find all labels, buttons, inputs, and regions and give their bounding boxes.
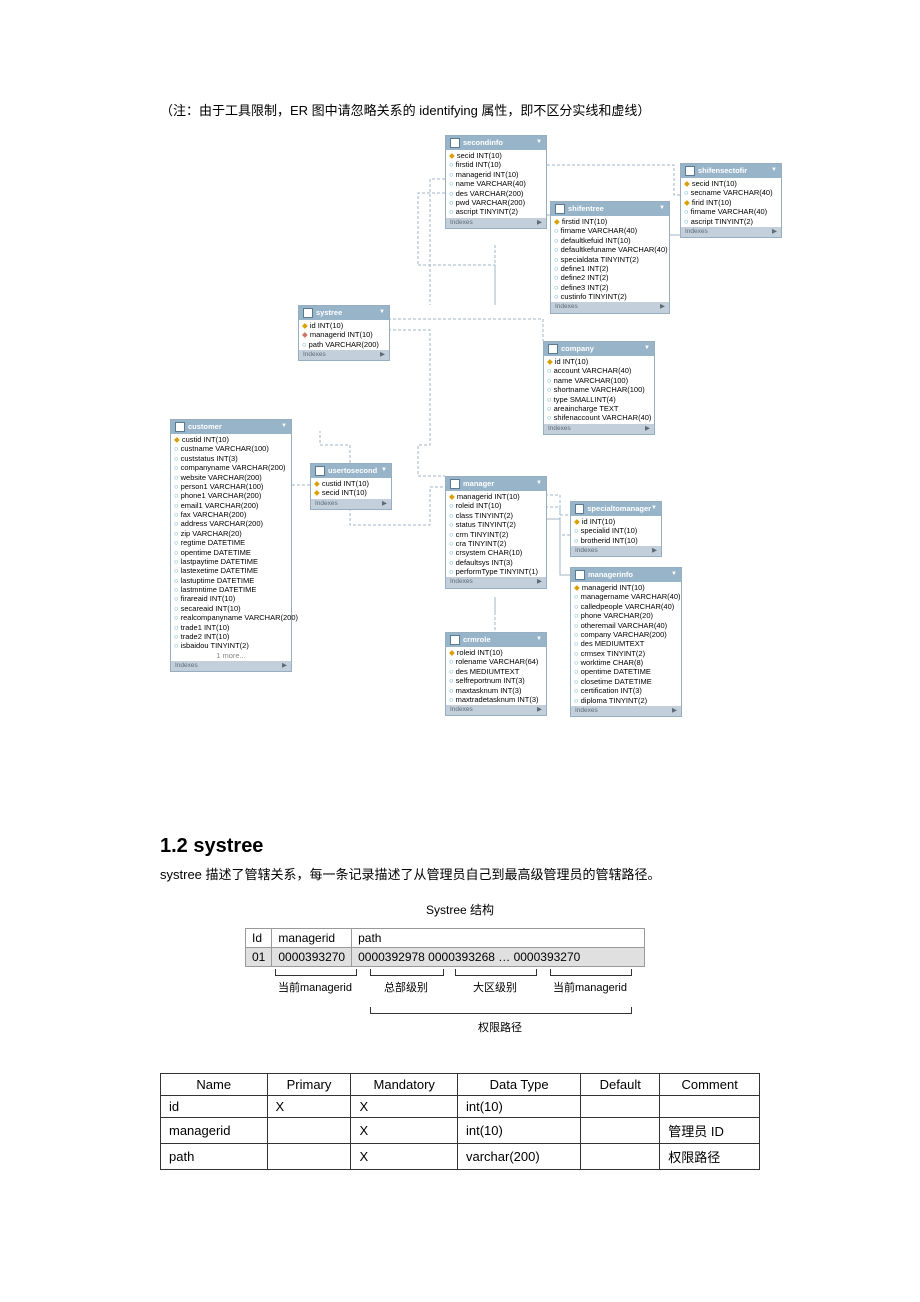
spec-col: Comment xyxy=(660,1074,760,1096)
entity-customer: customer▼◆ custid INT(10)○ custname VARC… xyxy=(170,419,292,672)
spec-cell xyxy=(267,1118,351,1144)
systree-struct: Id managerid path 01 0000393270 00003929… xyxy=(245,928,675,967)
entity-company: company▼◆ id INT(10)○ account VARCHAR(40… xyxy=(543,341,655,435)
col-managerid: managerid xyxy=(272,929,352,948)
spec-col: Primary xyxy=(267,1074,351,1096)
spec-cell: int(10) xyxy=(458,1096,581,1118)
spec-col: Data Type xyxy=(458,1074,581,1096)
spec-cell: 管理员 ID xyxy=(660,1118,760,1144)
entity-secondinfo: secondinfo▼◆ secid INT(10)○ firstid INT(… xyxy=(445,135,547,229)
spec-cell: varchar(200) xyxy=(458,1144,581,1170)
spec-cell: int(10) xyxy=(458,1118,581,1144)
spec-cell xyxy=(660,1096,760,1118)
entity-systree: systree▼◆ id INT(10)◆ managerid INT(10)○… xyxy=(298,305,390,361)
val-path: 0000392978 0000393268 … 0000393270 xyxy=(352,948,645,967)
annotations: 当前managerid 总部级别 大区级别 当前managerid 权限路径 xyxy=(245,967,675,1057)
entity-specialtomanager: specialtomanager▼◆ id INT(10)○ specialid… xyxy=(570,501,662,557)
section-heading: 1.2 systree xyxy=(160,835,760,858)
spec-cell xyxy=(267,1144,351,1170)
entity-usertosecond: usertosecond▼◆ custid INT(10)◆ secid INT… xyxy=(310,463,392,510)
field-spec-table: NamePrimaryMandatoryData TypeDefaultComm… xyxy=(160,1073,760,1170)
col-path: path xyxy=(352,929,645,948)
spec-cell xyxy=(581,1144,660,1170)
spec-col: Name xyxy=(161,1074,268,1096)
spec-col: Default xyxy=(581,1074,660,1096)
table-caption: Systree 结构 xyxy=(160,901,760,918)
er-diagram: secondinfo▼◆ secid INT(10)○ firstid INT(… xyxy=(170,135,750,805)
val-managerid: 0000393270 xyxy=(272,948,352,967)
val-id: 01 xyxy=(246,948,272,967)
entity-crmrole: crmrole▼◆ roleid INT(10)○ rolename VARCH… xyxy=(445,632,547,716)
spec-cell xyxy=(581,1096,660,1118)
spec-cell: X xyxy=(351,1096,458,1118)
spec-cell: X xyxy=(267,1096,351,1118)
entity-managerinfo: managerinfo▼◆ managerid INT(10)○ manager… xyxy=(570,567,682,717)
entity-manager: manager▼◆ managerid INT(10)○ roleid INT(… xyxy=(445,476,547,589)
spec-cell: path xyxy=(161,1144,268,1170)
spec-cell: id xyxy=(161,1096,268,1118)
spec-cell: 权限路径 xyxy=(660,1144,760,1170)
spec-cell: managerid xyxy=(161,1118,268,1144)
spec-cell: X xyxy=(351,1144,458,1170)
spec-cell xyxy=(581,1118,660,1144)
entity-shifentree: shifentree▼◆ firstid INT(10)○ firname VA… xyxy=(550,201,670,314)
entity-shifensectofir: shifensectofir▼◆ secid INT(10)○ secname … xyxy=(680,163,782,238)
spec-col: Mandatory xyxy=(351,1074,458,1096)
col-id: Id xyxy=(246,929,272,948)
section-desc: systree 描述了管辖关系，每一条记录描述了从管理员自己到最高级管理员的管辖… xyxy=(160,864,760,883)
spec-cell: X xyxy=(351,1118,458,1144)
note-text: （注：由于工具限制，ER 图中请忽略关系的 identifying 属性，即不区… xyxy=(160,100,760,119)
